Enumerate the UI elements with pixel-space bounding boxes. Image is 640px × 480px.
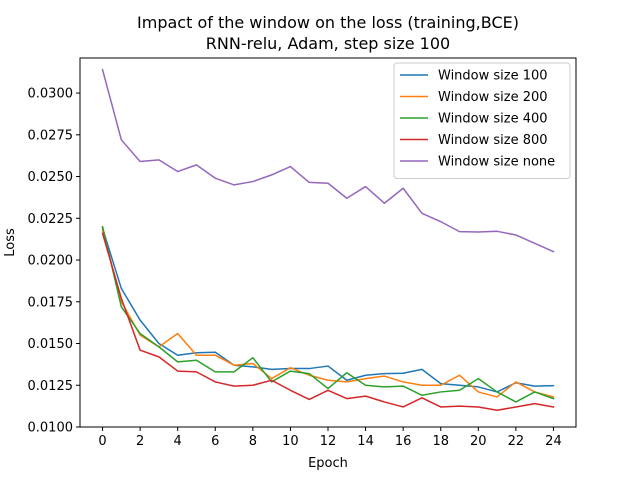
- legend-label: Window size 100: [438, 69, 548, 84]
- series-line-4: [101, 232, 555, 412]
- y-tick-label: 0.0300: [28, 87, 74, 102]
- x-tick-label: 2: [136, 434, 144, 449]
- x-tick-label: 4: [174, 434, 182, 449]
- y-tick-label: 0.0250: [28, 170, 74, 185]
- series-line-2: [101, 229, 555, 398]
- x-tick-label: 14: [357, 434, 374, 449]
- y-axis: 0.0100 0.0125 0.0150 0.0175 0.0200 0.0225 0.02…: [28, 87, 80, 436]
- x-axis-label: Epoch: [308, 456, 348, 471]
- y-axis-label: Loss: [3, 228, 18, 257]
- x-tick-label: 8: [249, 434, 257, 449]
- series-layer: [101, 68, 555, 412]
- x-tick-label: 16: [395, 434, 412, 449]
- y-tick-label: 0.0100: [28, 421, 74, 436]
- series-line-5: [101, 68, 555, 253]
- x-tick-label: 24: [545, 434, 562, 449]
- x-tick-label: 12: [320, 434, 337, 449]
- axes-frame: [79, 57, 577, 428]
- x-tick-label: 10: [282, 434, 299, 449]
- legend-label: Window size 400: [438, 112, 548, 127]
- x-tick-label: 0: [98, 434, 106, 449]
- legend: Window size 100 Window size 200 Window siz…: [393, 62, 571, 179]
- legend-label: Window size 200: [438, 90, 548, 105]
- x-tick-label: 6: [211, 434, 219, 449]
- y-tick-label: 0.0225: [28, 212, 74, 227]
- x-tick-label: 18: [432, 434, 449, 449]
- y-tick-label: 0.0150: [28, 337, 74, 352]
- legend-label: Window size 800: [438, 133, 548, 148]
- legend-box: [393, 62, 571, 179]
- y-tick-label: 0.0125: [28, 379, 74, 394]
- x-tick-label: 20: [470, 434, 487, 449]
- x-axis: 0 2 4 6 8 10 12 14 16 18 20 22 24: [98, 427, 562, 449]
- series-line-1: [101, 227, 555, 393]
- y-tick-label: 0.0175: [28, 295, 74, 310]
- chart-subtitle: RNN-relu, Adam, step size 100: [206, 34, 450, 53]
- chart-title: Impact of the window on the loss (traini…: [137, 13, 519, 32]
- y-tick-label: 0.0275: [28, 128, 74, 143]
- x-tick-label: 22: [508, 434, 525, 449]
- y-tick-label: 0.0200: [28, 254, 74, 269]
- legend-label: Window size none: [438, 155, 555, 170]
- series-line-3: [101, 225, 555, 403]
